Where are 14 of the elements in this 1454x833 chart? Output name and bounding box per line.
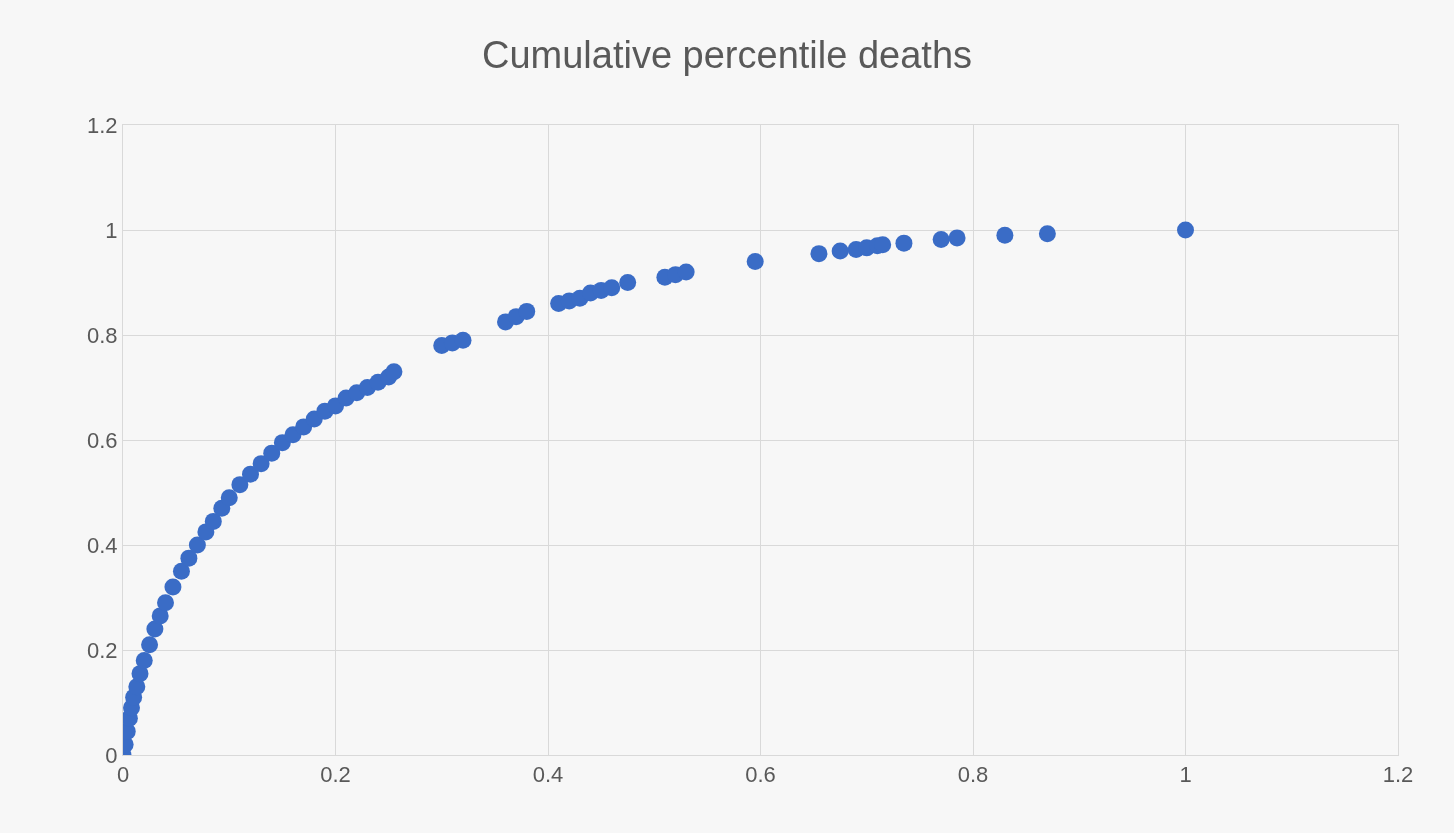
y-tick-label: 0.8: [87, 322, 118, 348]
x-tick-label: 0.2: [320, 762, 351, 788]
x-tick-label: 0.4: [532, 762, 564, 788]
x-tick-label: 0.8: [957, 762, 989, 788]
y-tick-label: 0.4: [87, 532, 118, 558]
x-tick-label: 0.6: [745, 762, 776, 788]
y-tick-label: 1: [105, 217, 118, 243]
y-tick-label: 0.2: [87, 637, 118, 663]
x-tick-label: 1: [1179, 762, 1192, 788]
y-tick-label: 1.2: [87, 112, 118, 138]
chart-title: Cumulative percentile deaths: [481, 34, 973, 77]
y-tick-label: 0.6: [87, 427, 118, 453]
y-tick-label: 0: [105, 742, 118, 768]
x-tick-label: 1.2: [1382, 762, 1414, 788]
